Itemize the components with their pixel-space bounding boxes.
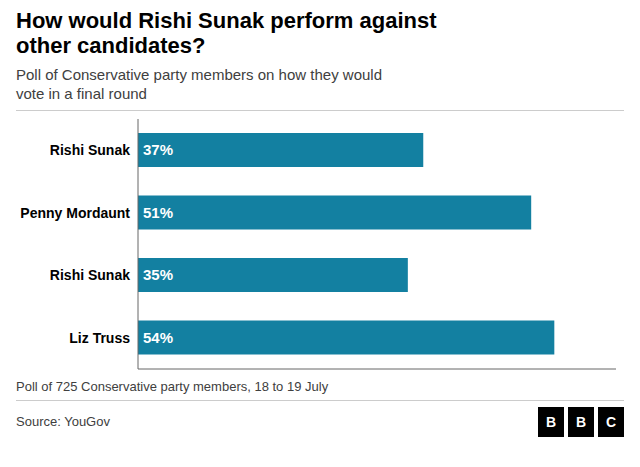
svg-text:54%: 54% <box>143 328 173 345</box>
svg-text:37%: 37% <box>143 141 173 158</box>
svg-text:35%: 35% <box>143 266 173 283</box>
html-text:How would Rishi Sunak perform: How would Rishi Sunak perform against ot… <box>16 8 437 59</box>
html-text:Poll of 725 Conservative party: Poll of 725 Conservative party members, … <box>16 378 329 394</box>
svg-text:Rishi Sunak: Rishi Sunak <box>50 142 130 158</box>
html-text:B: B <box>545 413 557 430</box>
html-text:C: C <box>605 413 617 430</box>
svg-text:Rishi Sunak: Rishi Sunak <box>50 267 130 283</box>
svg-text:Penny Mordaunt: Penny Mordaunt <box>20 204 130 220</box>
html-text:B: B <box>575 413 587 430</box>
svg-text:Liz Truss: Liz Truss <box>69 329 130 345</box>
svg-text:51%: 51% <box>143 203 173 220</box>
html-text:Source: YouGov: Source: YouGov <box>16 414 110 430</box>
html-text:Poll of Conservative party mem: Poll of Conservative party members on ho… <box>16 65 382 103</box>
